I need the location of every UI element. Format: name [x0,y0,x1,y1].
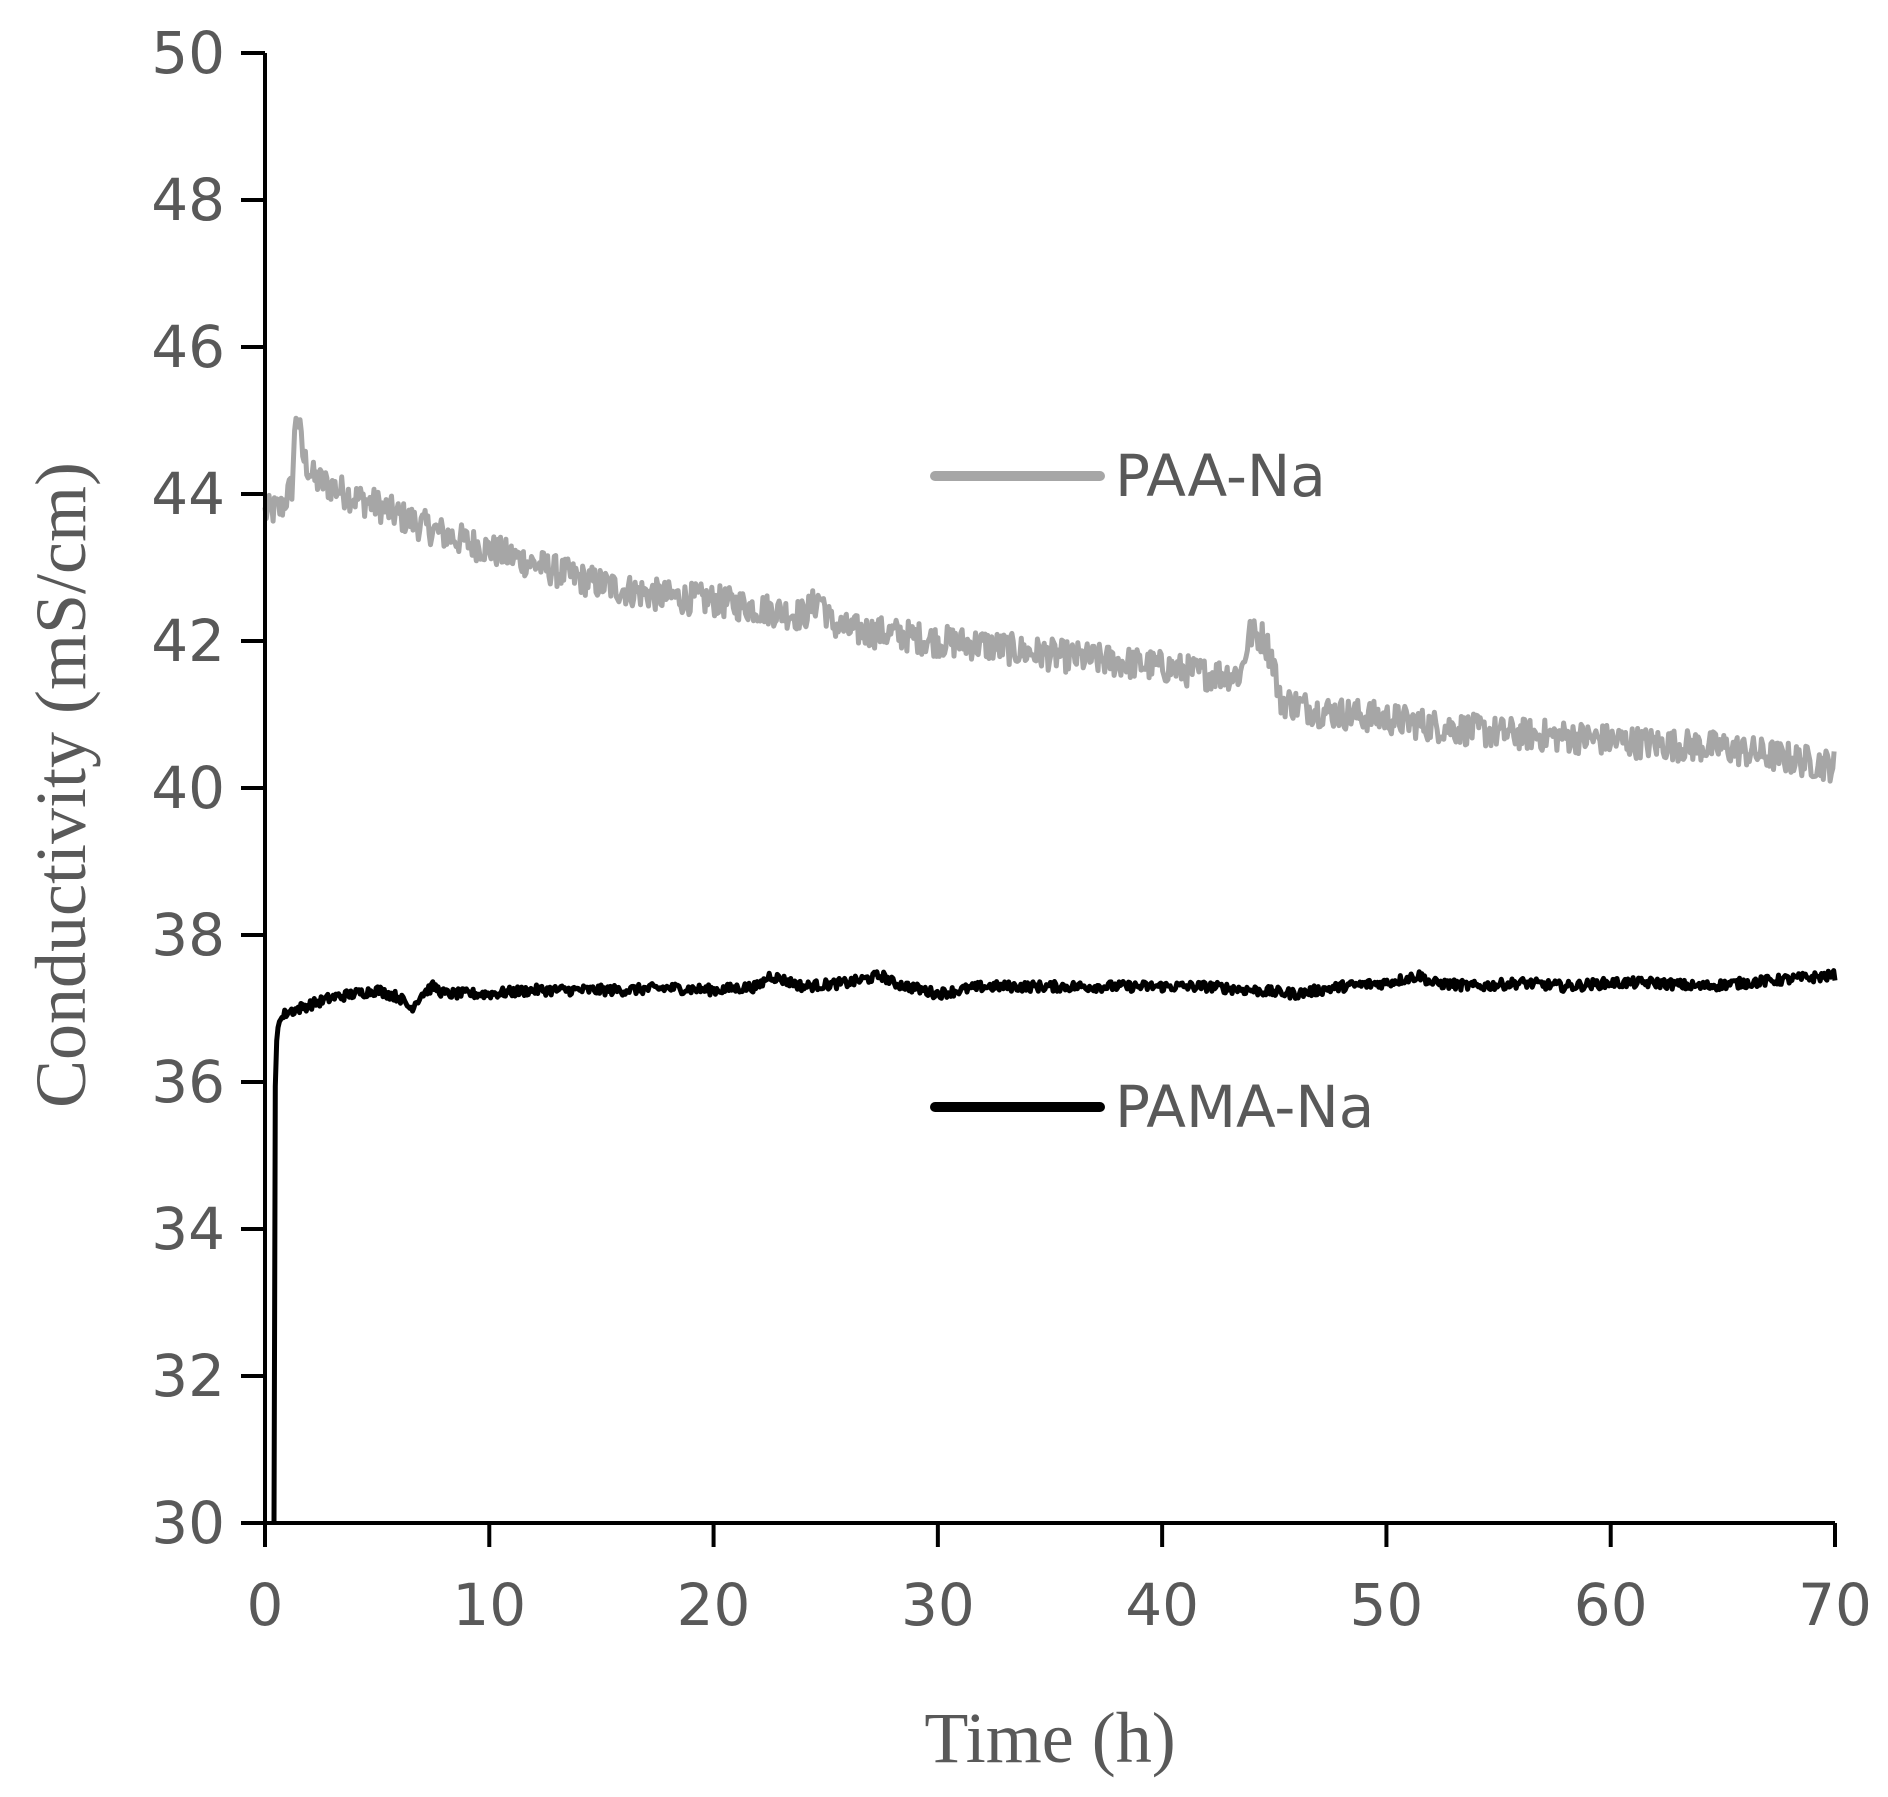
x-tick-label: 50 [1350,1571,1424,1639]
y-tick-label: 30 [151,1489,225,1557]
x-tick-label: 10 [452,1571,526,1639]
x-tick-label: 70 [1798,1571,1872,1639]
legend-label-paa-na: PAA-Na [1115,442,1326,510]
series-line-pama-na [271,968,1838,1524]
y-tick-label: 34 [151,1195,225,1263]
y-tick-label: 40 [151,754,225,822]
x-tick-label: 40 [1125,1571,1199,1639]
y-axis-title: Conductivity (mS/cm) [21,462,101,1108]
y-tick-label: 48 [151,166,225,234]
x-tick-label: 30 [901,1571,975,1639]
y-tick-label: 50 [151,19,225,87]
y-tick-label: 42 [151,607,225,675]
y-axis: 30 32 34 36 38 40 42 44 46 48 50 [151,19,267,1557]
y-tick-label: 32 [151,1342,225,1410]
x-axis-title: Time (h) [924,1698,1175,1778]
plot-area [262,415,1838,1524]
x-tick-label: 60 [1574,1571,1648,1639]
legend-label-pama-na: PAMA-Na [1115,1073,1374,1141]
y-tick-label: 44 [151,460,225,528]
legend: PAA-Na PAMA-Na [930,442,1374,1141]
x-tick-label: 0 [247,1571,284,1639]
x-tick-label: 20 [677,1571,751,1639]
y-tick-label: 46 [151,313,225,381]
y-tick-label: 36 [151,1048,225,1116]
y-tick-label: 38 [151,901,225,969]
x-axis: 0 10 20 30 40 50 60 70 [247,1521,1872,1639]
series-line-paa-na [262,415,1837,784]
